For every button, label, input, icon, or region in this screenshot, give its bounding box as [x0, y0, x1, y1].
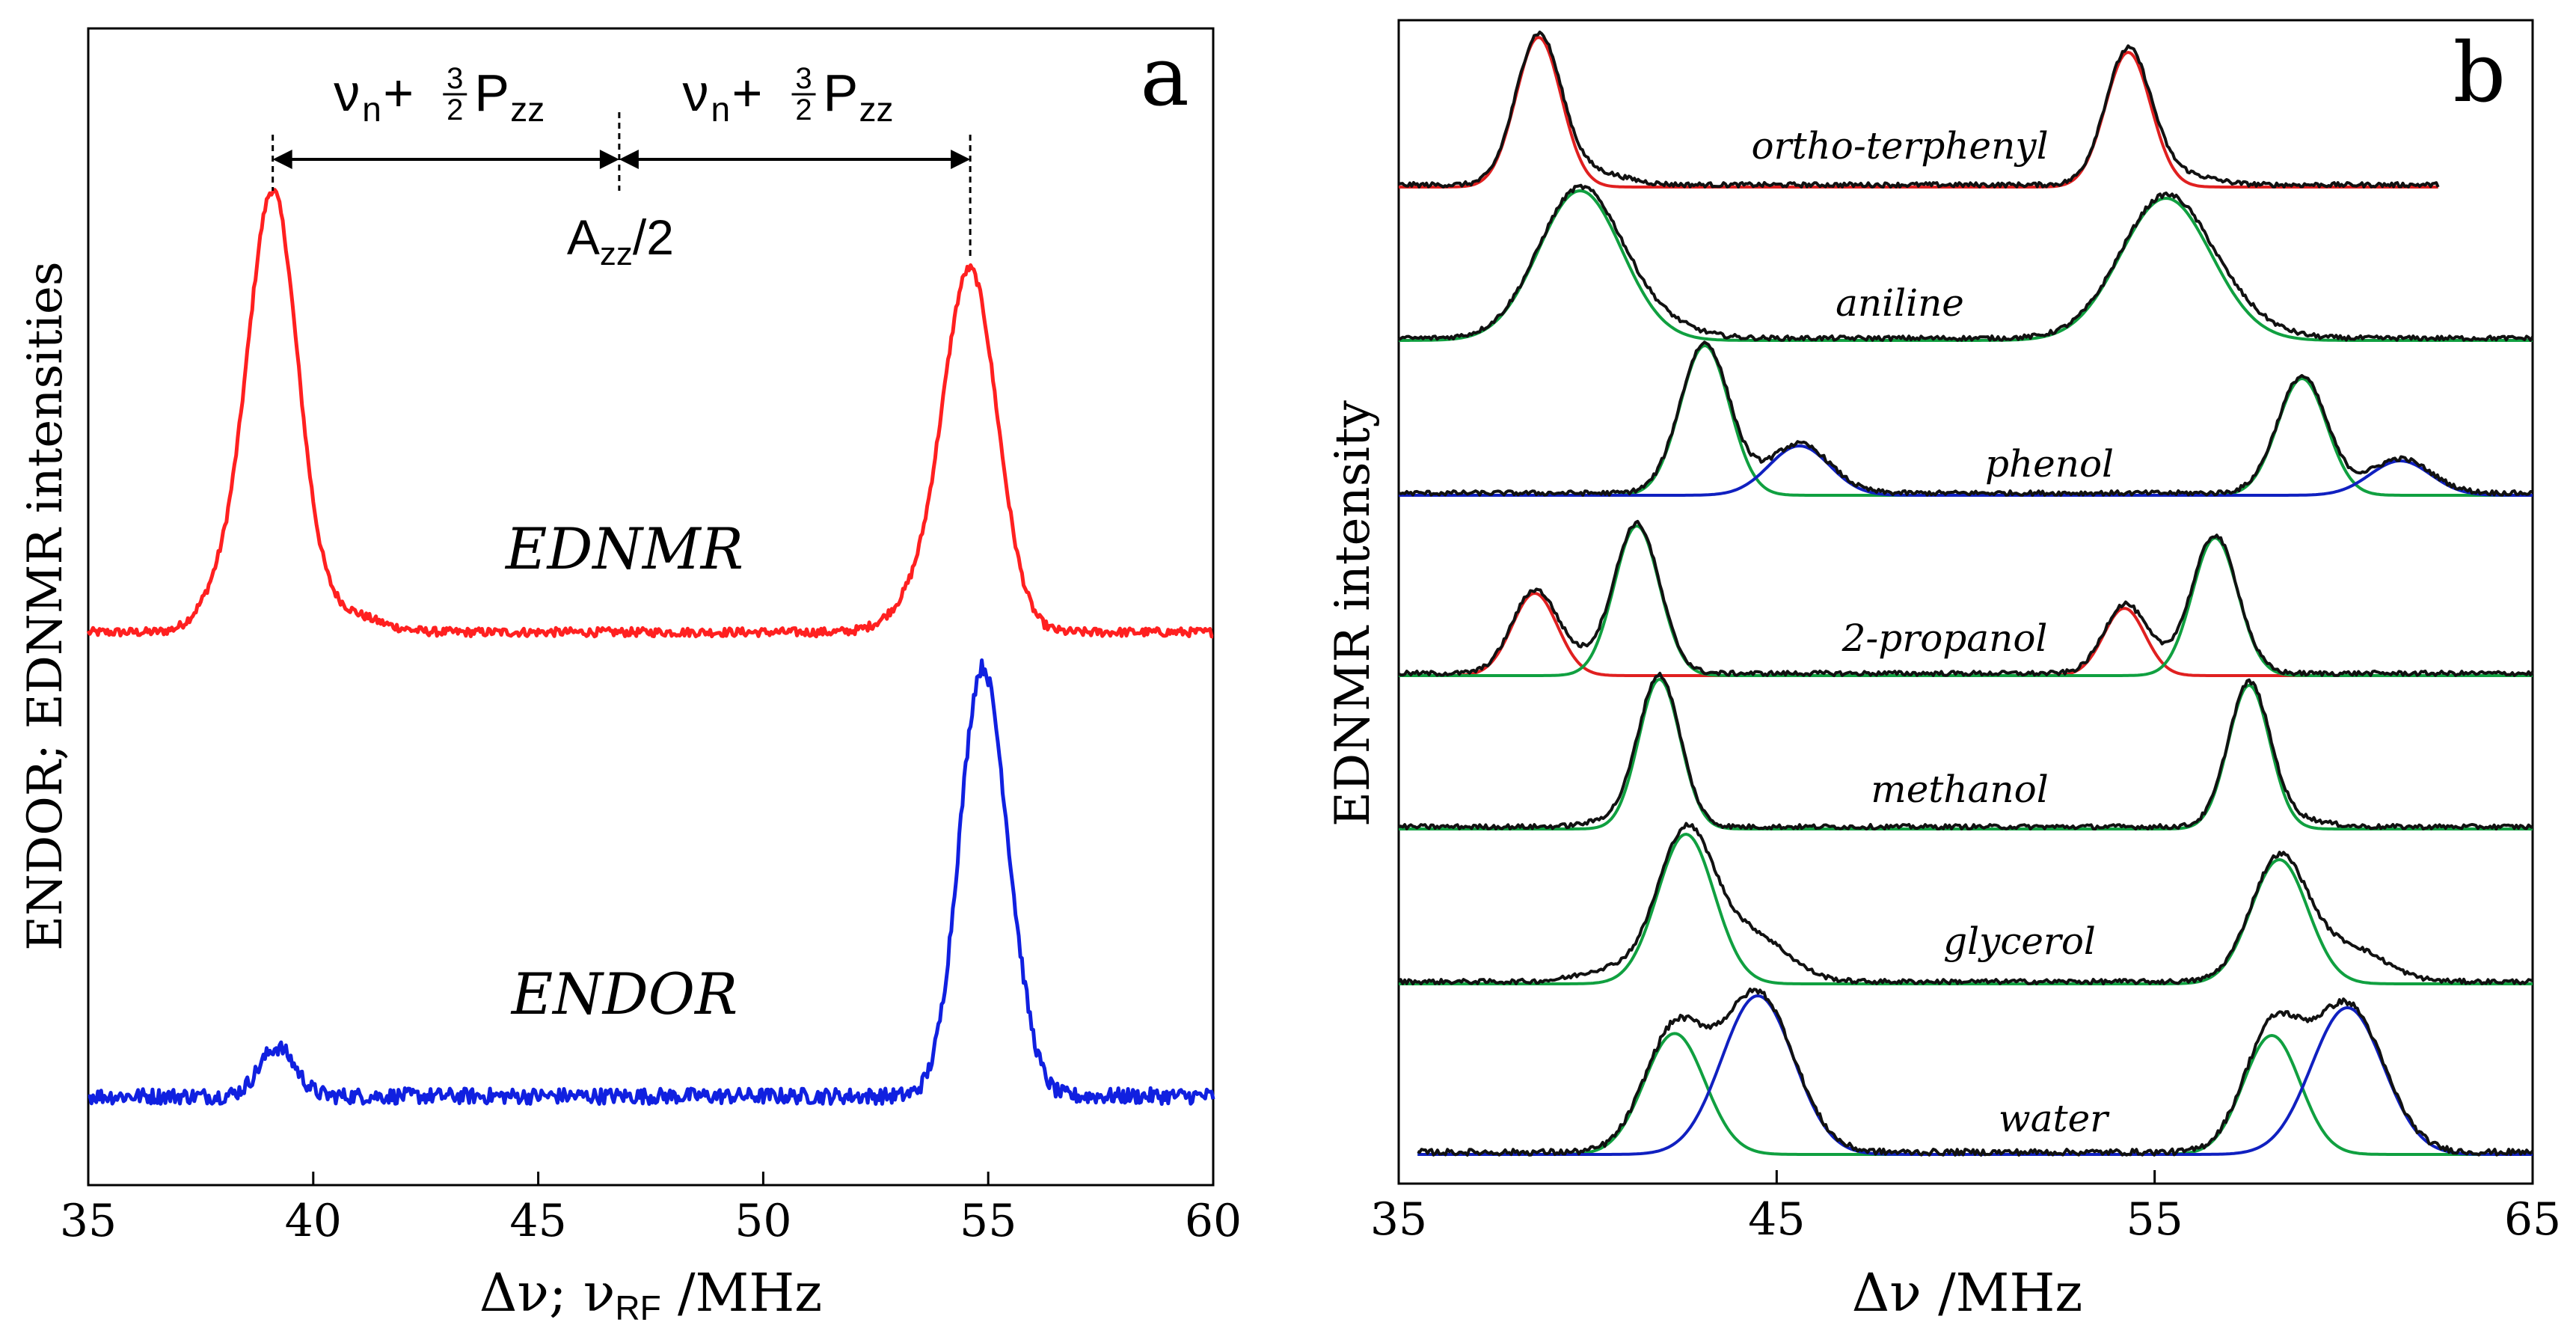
formula-right-P: P: [824, 64, 859, 122]
panel-b: 35 45 55 65 ortho-terphenyl aniline phenol 2-p…: [1325, 19, 2561, 1324]
trace-label-phenol: phenol: [1985, 442, 2114, 486]
panel-a-x-tick-label: 35: [60, 1195, 117, 1247]
experimental-ortho-terphenyl: [1398, 30, 2440, 189]
formula-left-plus: +: [383, 64, 414, 122]
panel-a-x-tick-label: 50: [735, 1195, 791, 1247]
fit-component-water-0: [1417, 1032, 2533, 1156]
formula-right-sub-n: n: [711, 90, 731, 129]
panel-b-traces: [1397, 30, 2534, 1157]
panel-a-xlabel-main: Δν; ν: [479, 1262, 616, 1324]
center-label-half: /2: [633, 209, 674, 265]
panel-b-trace-labels: ortho-terphenyl aniline phenol 2-propanol me…: [1751, 124, 2114, 1140]
center-label-sub: zz: [600, 236, 633, 272]
series-label-endor: ENDOR: [510, 961, 737, 1027]
panel-a-x-tick-label: 40: [285, 1195, 342, 1247]
trace-label-ortho-terphenyl: ortho-terphenyl: [1751, 124, 2048, 168]
formula-right-frac-den: 2: [795, 94, 812, 126]
trace-glycerol: [1397, 821, 2533, 985]
formula-left-nu: ν: [334, 64, 360, 122]
trace-ortho-terphenyl: [1398, 30, 2440, 189]
formula-right-frac-num: 3: [795, 62, 812, 95]
formula-left-sub-n: n: [362, 90, 381, 129]
panel-b-x-tick-labels: 35 45 55 65: [1370, 1193, 2561, 1246]
formula-right-nu: ν: [683, 64, 709, 122]
arrow-head-left: [619, 150, 639, 169]
series-ednmr-line: [86, 188, 1214, 639]
panel-b-x-tick-label: 65: [2504, 1193, 2561, 1246]
experimental-water: [1417, 988, 2534, 1157]
trace-water: [1417, 988, 2534, 1157]
experimental-methanol: [1398, 671, 2534, 830]
panel-a-label: a: [1140, 28, 1189, 124]
trace-label-glycerol: glycerol: [1943, 920, 2096, 963]
center-label-A: A: [567, 209, 600, 265]
panel-a-series: [86, 188, 1215, 1107]
trace-phenol: [1398, 340, 2533, 497]
panel-b-ylabel: EDNMR intensity: [1325, 400, 1381, 827]
panel-b-x-tick-label: 55: [2126, 1193, 2183, 1246]
panel-b-xlabel: Δν /MHz: [1852, 1262, 2083, 1324]
formula-right-sub-zz: zz: [859, 90, 894, 129]
panel-a-xlabel-sub: RF: [615, 1288, 660, 1327]
series-endor-line: [88, 658, 1215, 1107]
fit-component-glycerol-0: [1399, 832, 2533, 985]
experimental-aniline: [1397, 183, 2534, 342]
panel-b-x-tick-label: 35: [1370, 1193, 1427, 1246]
formula-left-P: P: [474, 64, 509, 122]
panel-a-frame: [87, 27, 1215, 1187]
experimental-phenol: [1398, 340, 2533, 497]
trace-2-propanol: [1398, 519, 2534, 677]
formula-left-frac-num: 3: [447, 62, 463, 95]
formula-left-sub-zz: zz: [510, 90, 545, 129]
panel-a-xlabel-unit: /MHz: [661, 1262, 822, 1324]
trace-label-water: water: [1999, 1097, 2110, 1140]
panel-b-frame: [1397, 19, 2534, 1185]
panel-b-x-ticks: [1397, 1170, 2534, 1184]
panel-b-x-tick-label: 45: [1748, 1193, 1805, 1246]
trace-label-methanol: methanol: [1871, 768, 2048, 811]
panel-a-x-ticks: [87, 1172, 1215, 1185]
experimental-2-propanol: [1398, 519, 2534, 677]
trace-aniline: [1397, 183, 2534, 342]
formula-left-frac-den: 2: [447, 94, 463, 126]
trace-label-2-propanol: 2-propanol: [1841, 616, 2048, 660]
trace-label-aniline: aniline: [1836, 281, 1964, 325]
trace-methanol: [1398, 671, 2534, 830]
panel-a-x-tick-labels: 35 40 45 50 55 60: [60, 1195, 1242, 1247]
center-label: Azz/2: [567, 209, 674, 272]
arrow-head-right: [951, 150, 971, 169]
panel-a-x-tick-label: 45: [509, 1195, 566, 1247]
panel-a-x-tick-label: 60: [1185, 1195, 1242, 1247]
fit-component-aniline-0: [1399, 189, 2533, 342]
fit-component-2-propanol-1: [1399, 524, 2533, 677]
fit-component-phenol-1: [1399, 444, 2533, 497]
experimental-glycerol: [1397, 821, 2533, 985]
arrow-head-left: [272, 150, 292, 169]
series-label-ednmr: EDNMR: [504, 515, 743, 582]
panel-a-x-tick-label: 55: [960, 1195, 1016, 1247]
formula-right-plus: +: [732, 64, 763, 122]
panel-b-label: b: [2453, 25, 2506, 120]
fit-component-methanol-0: [1399, 677, 2533, 830]
panel-a-xlabel: Δν; νRF /MHz: [479, 1262, 822, 1327]
panel-a-ylabel: ENDOR; EDNMR intensities: [18, 261, 73, 950]
arrow-head-right: [599, 150, 619, 169]
